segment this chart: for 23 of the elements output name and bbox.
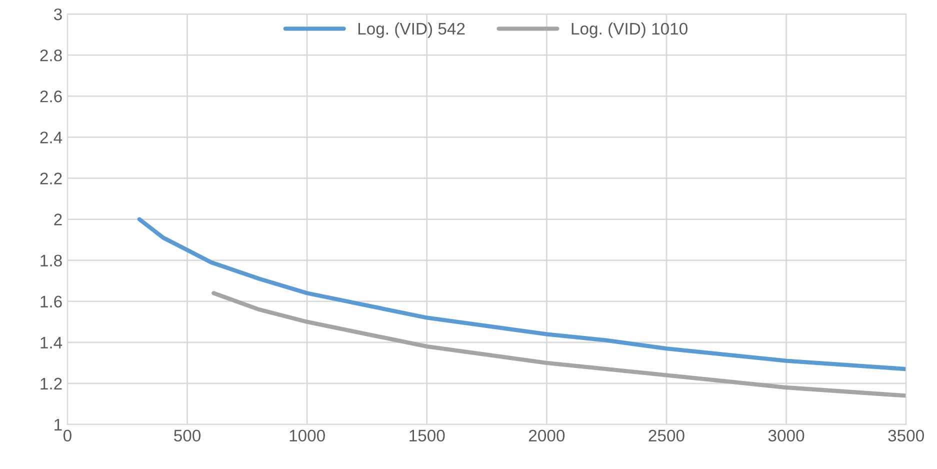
y-tick-label: 2.4 — [40, 132, 62, 144]
x-tick-label: 500 — [174, 430, 201, 442]
x-tick-label: 2500 — [648, 430, 684, 442]
y-tick-label: 2 — [54, 214, 62, 226]
y-tick-label: 1.4 — [40, 336, 62, 348]
y-tick-label: 3 — [54, 8, 62, 20]
y-tick-label: 2.8 — [40, 50, 62, 62]
y-tick-label: 1.2 — [40, 378, 62, 390]
legend-label: Log. (VID) 1010 — [572, 22, 688, 38]
legend-label: Log. (VID) 542 — [358, 22, 465, 38]
x-tick-label: 2000 — [528, 430, 565, 442]
y-tick-label: 2.2 — [40, 172, 62, 184]
x-tick-label: 1500 — [410, 430, 445, 442]
y-tick-label: 1 — [54, 419, 62, 430]
y-tick-label: 1.8 — [40, 254, 62, 266]
x-tick-label: 3500 — [888, 430, 924, 442]
x-tick-label: 3000 — [768, 430, 804, 442]
y-tick-label: 2.6 — [40, 90, 62, 102]
y-tick-label: 1.6 — [40, 296, 62, 308]
x-tick-label: 1000 — [290, 430, 325, 442]
line-series — [137, 217, 906, 372]
x-tick-label: 0 — [63, 430, 72, 442]
line-series — [212, 291, 906, 398]
